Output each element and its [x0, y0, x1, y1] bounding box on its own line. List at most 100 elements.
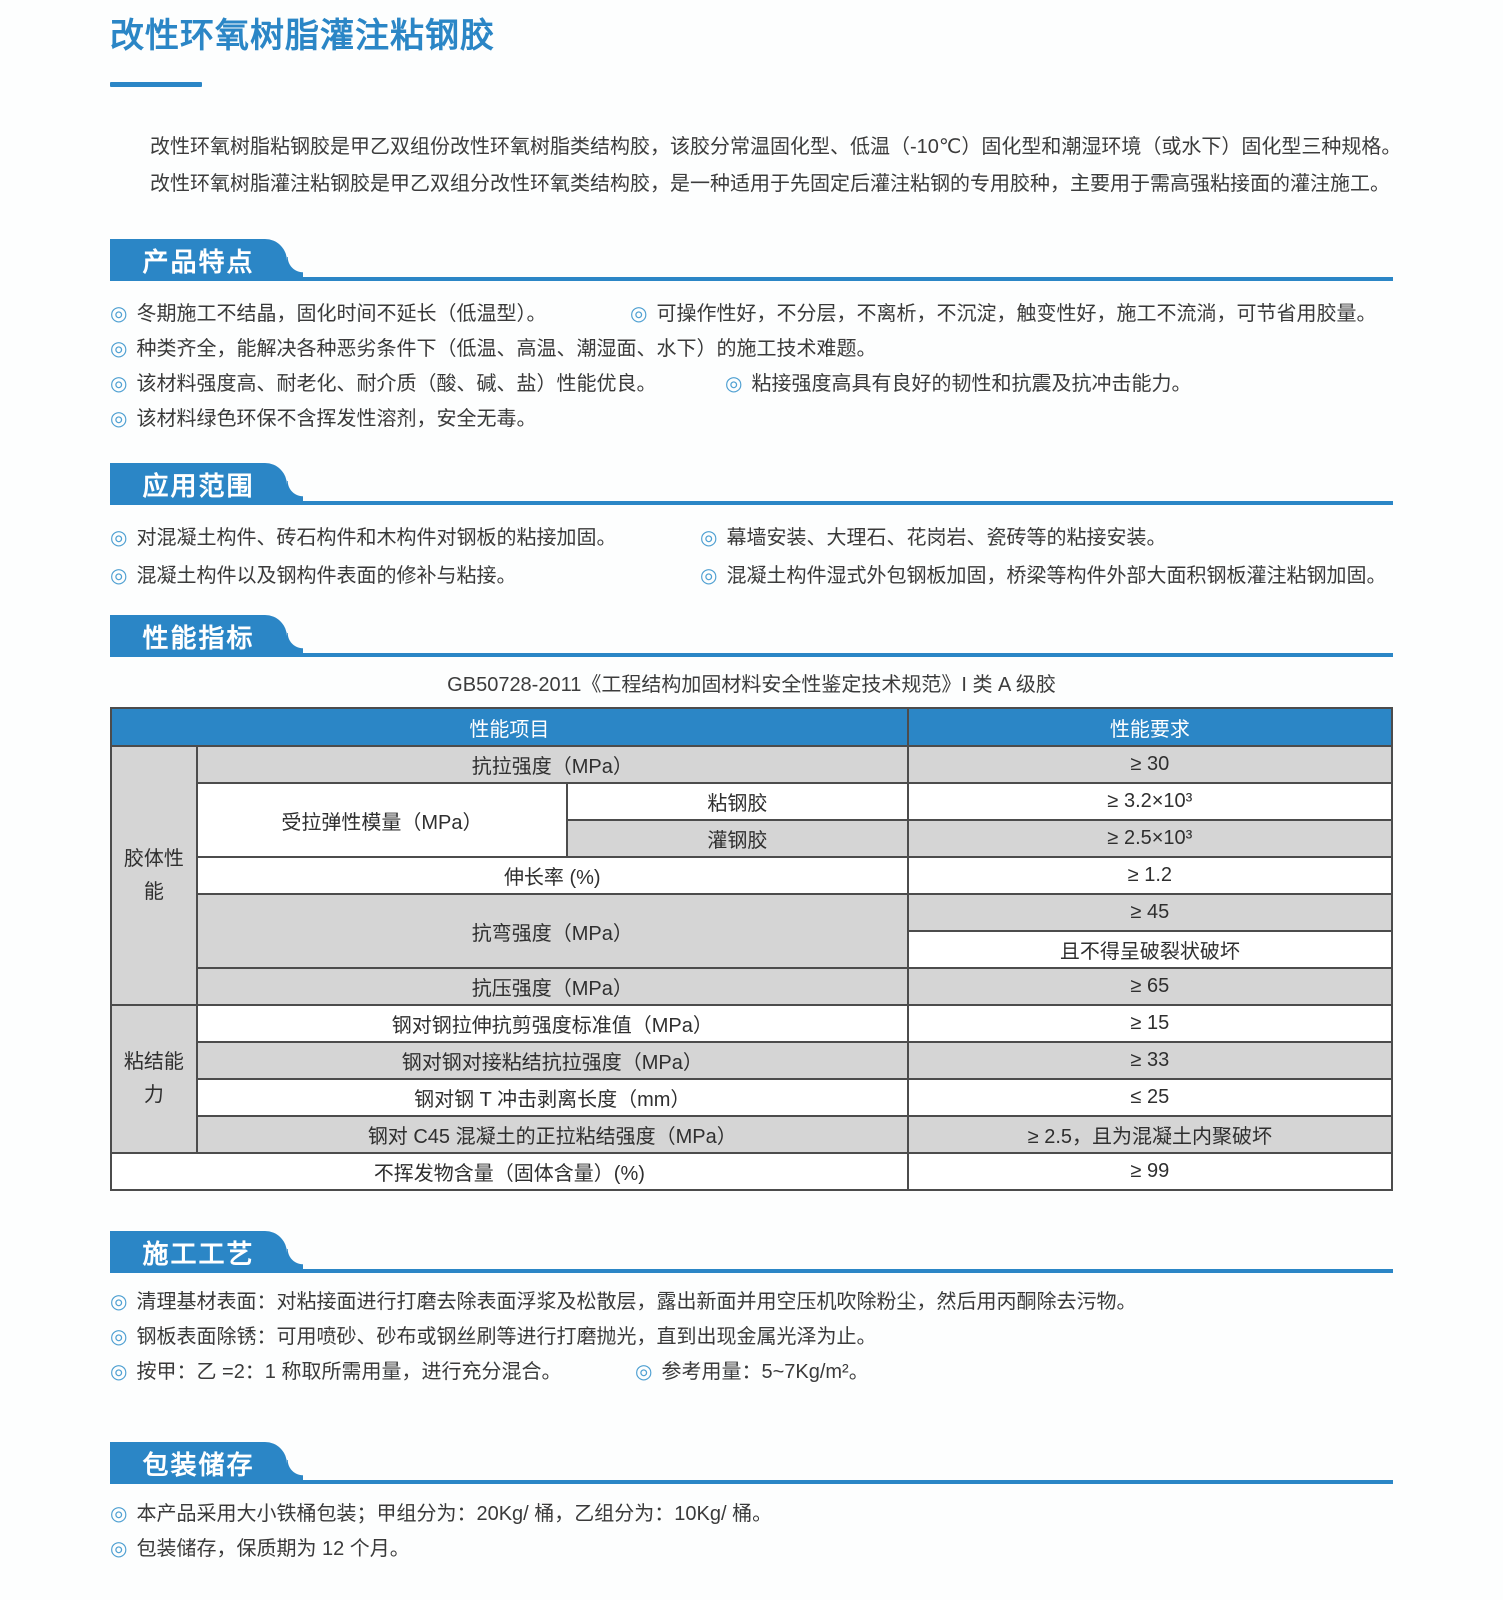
table-row: 钢对钢 T 冲击剥离长度（mm） ≤ 25	[111, 1078, 1394, 1117]
features-list: ◎ 冬期施工不结晶，固化时间不延长（低温型）。 ◎ 可操作性好，不分层，不离析，不沉…	[110, 297, 1393, 437]
storage-text: 包装储存，保质期为 12 个月。	[136, 1538, 410, 1560]
process-text: 清理基材表面：对粘接面进行打磨去除表面浮浆及松散层，露出新面并用空压机吹除粉尘，…	[136, 1291, 1137, 1313]
process-text: 钢板表面除锈：可用喷砂、砂布或钢丝刷等进行打磨抛光，直到出现金属光泽为止。	[136, 1326, 877, 1348]
requirement-cell: ≥ 30	[906, 745, 1394, 784]
double-circle-bullet-icon: ◎	[110, 1361, 128, 1383]
requirement-cell: ≥ 2.5，且为混凝土内聚破坏	[906, 1115, 1394, 1154]
banner-rule	[110, 1269, 1393, 1273]
process-list: ◎ 清理基材表面：对粘接面进行打磨去除表面浮浆及松散层，露出新面并用空压机吹除粉尘…	[110, 1285, 1393, 1390]
section-applications: 应用范围 ◎ 对混凝土构件、砖石构件和木构件对钢板的粘接加固。 ◎ 幕墙安装、大理石…	[110, 463, 1393, 595]
sub-property-cell: 粘钢胶	[566, 782, 909, 821]
table-row: 粘结能力 钢对钢拉伸抗剪强度标准值（MPa） ≥ 15	[110, 1004, 1394, 1154]
section-banner: 施工工艺	[110, 1231, 1393, 1273]
banner-rule	[110, 1480, 1393, 1484]
table-row: 抗弯强度（MPa） ≥ 45	[111, 893, 1394, 969]
list-item: ◎ 本产品采用大小铁桶包装；甲组分为：20Kg/ 桶，乙组分为：10Kg/ 桶。	[110, 1497, 1393, 1532]
section-heading-applications: 应用范围	[110, 463, 303, 505]
list-item: ◎ 按甲：乙 =2：1 称取所需用量，进行充分混合。 ◎ 参考用量：5~7Kg/m²…	[110, 1355, 1393, 1390]
requirement-cell: ≥ 3.2×10³	[906, 782, 1394, 821]
applications-list: ◎ 对混凝土构件、砖石构件和木构件对钢板的粘接加固。 ◎ 幕墙安装、大理石、花岗岩、…	[110, 519, 1393, 595]
double-circle-bullet-icon: ◎	[110, 303, 128, 325]
column-header-requirement: 性能要求	[906, 707, 1394, 747]
requirement-cell: ≥ 45	[906, 893, 1394, 932]
list-item: ◎ 该材料绿色环保不含挥发性溶剂，安全无毒。	[110, 402, 1393, 437]
double-circle-bullet-icon: ◎	[725, 373, 743, 395]
double-circle-bullet-icon: ◎	[110, 1326, 128, 1348]
requirement-cell: ≥ 33	[906, 1041, 1394, 1080]
section-features: 产品特点 ◎ 冬期施工不结晶，固化时间不延长（低温型）。 ◎ 可操作性好，不分层，不…	[110, 239, 1393, 437]
double-circle-bullet-icon: ◎	[700, 527, 718, 549]
double-circle-bullet-icon: ◎	[110, 527, 128, 549]
banner-rule	[110, 653, 1393, 657]
list-item: ◎ 混凝土构件以及钢构件表面的修补与粘接。 ◎ 混凝土构件湿式外包钢板加固，桥梁等构…	[110, 557, 1393, 595]
table-row: 灌钢胶 ≥ 2.5×10³	[111, 819, 1394, 858]
feature-text: 该材料绿色环保不含挥发性溶剂，安全无毒。	[136, 408, 537, 430]
process-text: 参考用量：5~7Kg/m²。	[661, 1361, 869, 1383]
property-cell: 钢对 C45 混凝土的正拉粘结强度（MPa）	[195, 1115, 909, 1154]
section-heading-storage: 包装储存	[110, 1442, 303, 1484]
list-item: ◎ 种类齐全，能解决各种恶劣条件下（低温、高温、潮湿面、水下）的施工技术难题。	[110, 332, 1393, 367]
application-text: 混凝土构件湿式外包钢板加固，桥梁等构件外部大面积钢板灌注粘钢加固。	[726, 565, 1387, 587]
property-cell: 受拉弹性模量（MPa）	[195, 782, 569, 858]
section-banner: 包装储存	[110, 1442, 1393, 1484]
application-text: 对混凝土构件、砖石构件和木构件对钢板的粘接加固。	[136, 527, 617, 549]
section-heading-features: 产品特点	[110, 239, 303, 281]
double-circle-bullet-icon: ◎	[700, 565, 718, 587]
page-title: 改性环氧树脂灌注粘钢胶	[110, 17, 495, 55]
property-cell: 伸长率 (%)	[195, 856, 909, 895]
list-item: ◎ 对混凝土构件、砖石构件和木构件对钢板的粘接加固。 ◎ 幕墙安装、大理石、花岗岩、…	[110, 519, 1393, 557]
property-cell: 抗拉强度（MPa）	[195, 745, 909, 784]
requirement-cell: 且不得呈破裂状破坏	[906, 930, 1394, 969]
double-circle-bullet-icon: ◎	[110, 1503, 128, 1525]
double-circle-bullet-icon: ◎	[630, 303, 648, 325]
storage-list: ◎ 本产品采用大小铁桶包装；甲组分为：20Kg/ 桶，乙组分为：10Kg/ 桶。 …	[110, 1497, 1393, 1567]
requirement-cell: ≥ 99	[906, 1152, 1394, 1191]
group-label: 胶体性能	[110, 745, 198, 1006]
section-heading-performance: 性能指标	[110, 615, 303, 657]
list-item: ◎ 钢板表面除锈：可用喷砂、砂布或钢丝刷等进行打磨抛光，直到出现金属光泽为止。	[110, 1320, 1393, 1355]
application-text: 幕墙安装、大理石、花岗岩、瓷砖等的粘接安装。	[726, 527, 1167, 549]
requirement-cell: ≥ 2.5×10³	[906, 819, 1394, 858]
intro-paragraphs: 改性环氧树脂粘钢胶是甲乙双组份改性环氧树脂类结构胶，该胶分常温固化型、低温（-1…	[110, 129, 1402, 203]
performance-table: 性能项目 性能要求 胶体性能 抗拉强度（MPa） ≥ 30 受拉弹性模量（MPa…	[110, 707, 1394, 1191]
section-banner: 产品特点	[110, 239, 1393, 281]
table-row: 不挥发物含量（固体含量）(%) ≥ 99	[110, 1152, 1394, 1191]
section-banner: 性能指标	[110, 615, 1393, 657]
banner-rule	[110, 501, 1393, 505]
intro-paragraph: 改性环氧树脂粘钢胶是甲乙双组份改性环氧树脂类结构胶，该胶分常温固化型、低温（-1…	[150, 136, 1402, 158]
section-process: 施工工艺 ◎ 清理基材表面：对粘接面进行打磨去除表面浮浆及松散层，露出新面并用空压…	[110, 1231, 1393, 1390]
section-performance: 性能指标 GB50728-2011《工程结构加固材料安全性鉴定技术规范》I 类 …	[110, 615, 1394, 1191]
sub-property-cell: 灌钢胶	[566, 819, 909, 858]
double-circle-bullet-icon: ◎	[110, 373, 128, 395]
feature-text: 可操作性好，不分层，不离析，不沉淀，触变性好，施工不流淌，可节省用胶量。	[656, 303, 1377, 325]
section-heading-process: 施工工艺	[110, 1231, 303, 1273]
list-item: ◎ 包装储存，保质期为 12 个月。	[110, 1532, 1393, 1567]
list-item: ◎ 冬期施工不结晶，固化时间不延长（低温型）。 ◎ 可操作性好，不分层，不离析，不沉…	[110, 297, 1393, 332]
double-circle-bullet-icon: ◎	[110, 1538, 128, 1560]
table-caption: GB50728-2011《工程结构加固材料安全性鉴定技术规范》I 类 A 级胶	[447, 674, 1056, 696]
property-cell: 钢对钢 T 冲击剥离长度（mm）	[195, 1078, 909, 1117]
table-row: 钢对钢对接粘结抗拉强度（MPa） ≥ 33	[111, 1041, 1394, 1080]
property-cell: 抗压强度（MPa）	[195, 967, 909, 1006]
table-row: 钢对 C45 混凝土的正拉粘结强度（MPa） ≥ 2.5，且为混凝土内聚破坏	[111, 1115, 1394, 1154]
feature-text: 冬期施工不结晶，固化时间不延长（低温型）。	[136, 303, 547, 325]
table-row: 胶体性能 抗拉强度（MPa） ≥ 30	[110, 745, 1394, 1006]
requirement-cell: ≥ 15	[906, 1004, 1394, 1043]
feature-text: 该材料强度高、耐老化、耐介质（酸、碱、盐）性能优良。	[136, 373, 657, 395]
property-cell: 不挥发物含量（固体含量）(%)	[110, 1152, 909, 1191]
feature-text: 种类齐全，能解决各种恶劣条件下（低温、高温、潮湿面、水下）的施工技术难题。	[136, 338, 877, 360]
process-text: 按甲：乙 =2：1 称取所需用量，进行充分混合。	[136, 1361, 562, 1383]
table-row: 受拉弹性模量（MPa） 粘钢胶 ≥ 3.2×10³	[111, 782, 1394, 858]
column-header-item: 性能项目	[110, 707, 909, 747]
requirement-cell: ≥ 1.2	[906, 856, 1394, 895]
double-circle-bullet-icon: ◎	[110, 408, 128, 430]
list-item: ◎ 清理基材表面：对粘接面进行打磨去除表面浮浆及松散层，露出新面并用空压机吹除粉尘…	[110, 1285, 1393, 1320]
double-circle-bullet-icon: ◎	[110, 338, 128, 360]
double-circle-bullet-icon: ◎	[110, 1291, 128, 1313]
storage-text: 本产品采用大小铁桶包装；甲组分为：20Kg/ 桶，乙组分为：10Kg/ 桶。	[136, 1503, 773, 1525]
double-circle-bullet-icon: ◎	[635, 1361, 653, 1383]
section-storage: 包装储存 ◎ 本产品采用大小铁桶包装；甲组分为：20Kg/ 桶，乙组分为：10Kg…	[110, 1442, 1393, 1567]
table-header-row: 性能项目 性能要求	[110, 707, 1394, 747]
intro-paragraph: 改性环氧树脂灌注粘钢胶是甲乙双组分改性环氧类结构胶，是一种适用于先固定后灌注粘钢…	[150, 173, 1390, 195]
